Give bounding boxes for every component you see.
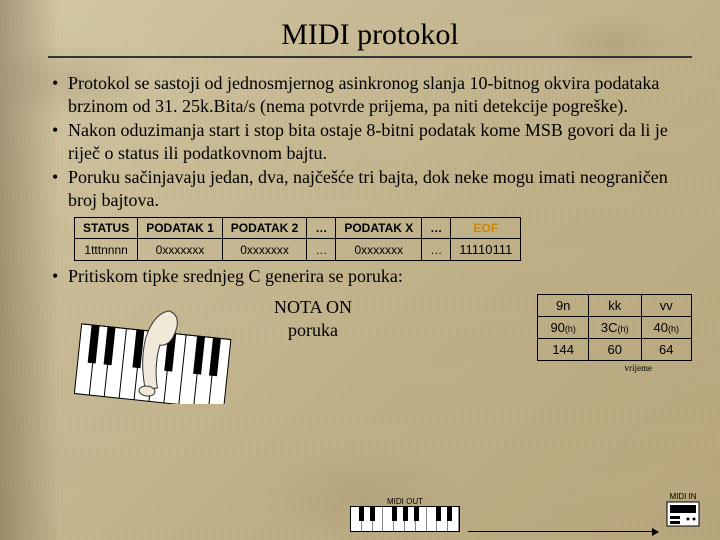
cell: … — [307, 239, 336, 261]
cell: 3C(h) — [588, 316, 641, 338]
message-line: NOTA ON — [274, 296, 352, 319]
cell: vv — [641, 294, 691, 316]
bullet-item: Nakon oduzimanja start i stop bita ostaj… — [52, 119, 692, 164]
value-table: 9n kk vv 90(h) 3C(h) 40(h) 144 60 64 — [537, 294, 692, 361]
page-title: MIDI protokol — [48, 18, 692, 52]
message-label: NOTA ON poruka — [274, 296, 352, 343]
frame-table: STATUS PODATAK 1 PODATAK 2 … PODATAK X …… — [74, 217, 521, 261]
piano-figure — [74, 294, 244, 409]
col-header: PODATAK X — [336, 218, 422, 239]
cell: … — [422, 239, 451, 261]
cell: kk — [588, 294, 641, 316]
cell: 1tttnnnn — [75, 239, 138, 261]
table-row: 9n kk vv — [538, 294, 692, 316]
midi-out-label: MIDI OUT — [350, 497, 460, 506]
time-label: vrijeme — [537, 363, 692, 373]
cell-eof: 11110111 — [451, 239, 521, 261]
cell: 0xxxxxxx — [138, 239, 223, 261]
message-line: poruka — [274, 319, 352, 342]
cell: 0xxxxxxx — [336, 239, 422, 261]
bullet-item: Pritiskom tipke srednjeg C generira se p… — [52, 265, 692, 288]
table-row: STATUS PODATAK 1 PODATAK 2 … PODATAK X …… — [75, 218, 521, 239]
table-row: 144 60 64 — [538, 338, 692, 360]
cell: 144 — [538, 338, 588, 360]
title-underline — [48, 56, 692, 58]
col-header: PODATAK 1 — [138, 218, 223, 239]
cell: 0xxxxxxx — [222, 239, 307, 261]
cell: 9n — [538, 294, 588, 316]
arrow-icon — [468, 531, 658, 532]
col-header: … — [422, 218, 451, 239]
device-icon — [666, 501, 700, 527]
bullet-list-2: Pritiskom tipke srednjeg C generira se p… — [48, 265, 692, 288]
col-header: STATUS — [75, 218, 138, 239]
bullet-list: Protokol se sastoji od jednosmjernog asi… — [48, 72, 692, 211]
midi-in-label: MIDI IN — [666, 492, 700, 501]
cell: 40(h) — [641, 316, 691, 338]
col-header: … — [307, 218, 336, 239]
table-row: 1tttnnnn 0xxxxxxx 0xxxxxxx … 0xxxxxxx … … — [75, 239, 521, 261]
mini-keyboard-icon — [350, 506, 460, 532]
col-header-eof: EOF — [451, 218, 521, 239]
cell: 60 — [588, 338, 641, 360]
table-row: 90(h) 3C(h) 40(h) — [538, 316, 692, 338]
bottom-diagram: MIDI OUT MIDI IN — [48, 492, 700, 532]
bullet-item: Poruku sačinjavaju jedan, dva, najčešće … — [52, 166, 692, 211]
cell: 90(h) — [538, 316, 588, 338]
bullet-item: Protokol se sastoji od jednosmjernog asi… — [52, 72, 692, 117]
col-header: PODATAK 2 — [222, 218, 307, 239]
cell: 64 — [641, 338, 691, 360]
